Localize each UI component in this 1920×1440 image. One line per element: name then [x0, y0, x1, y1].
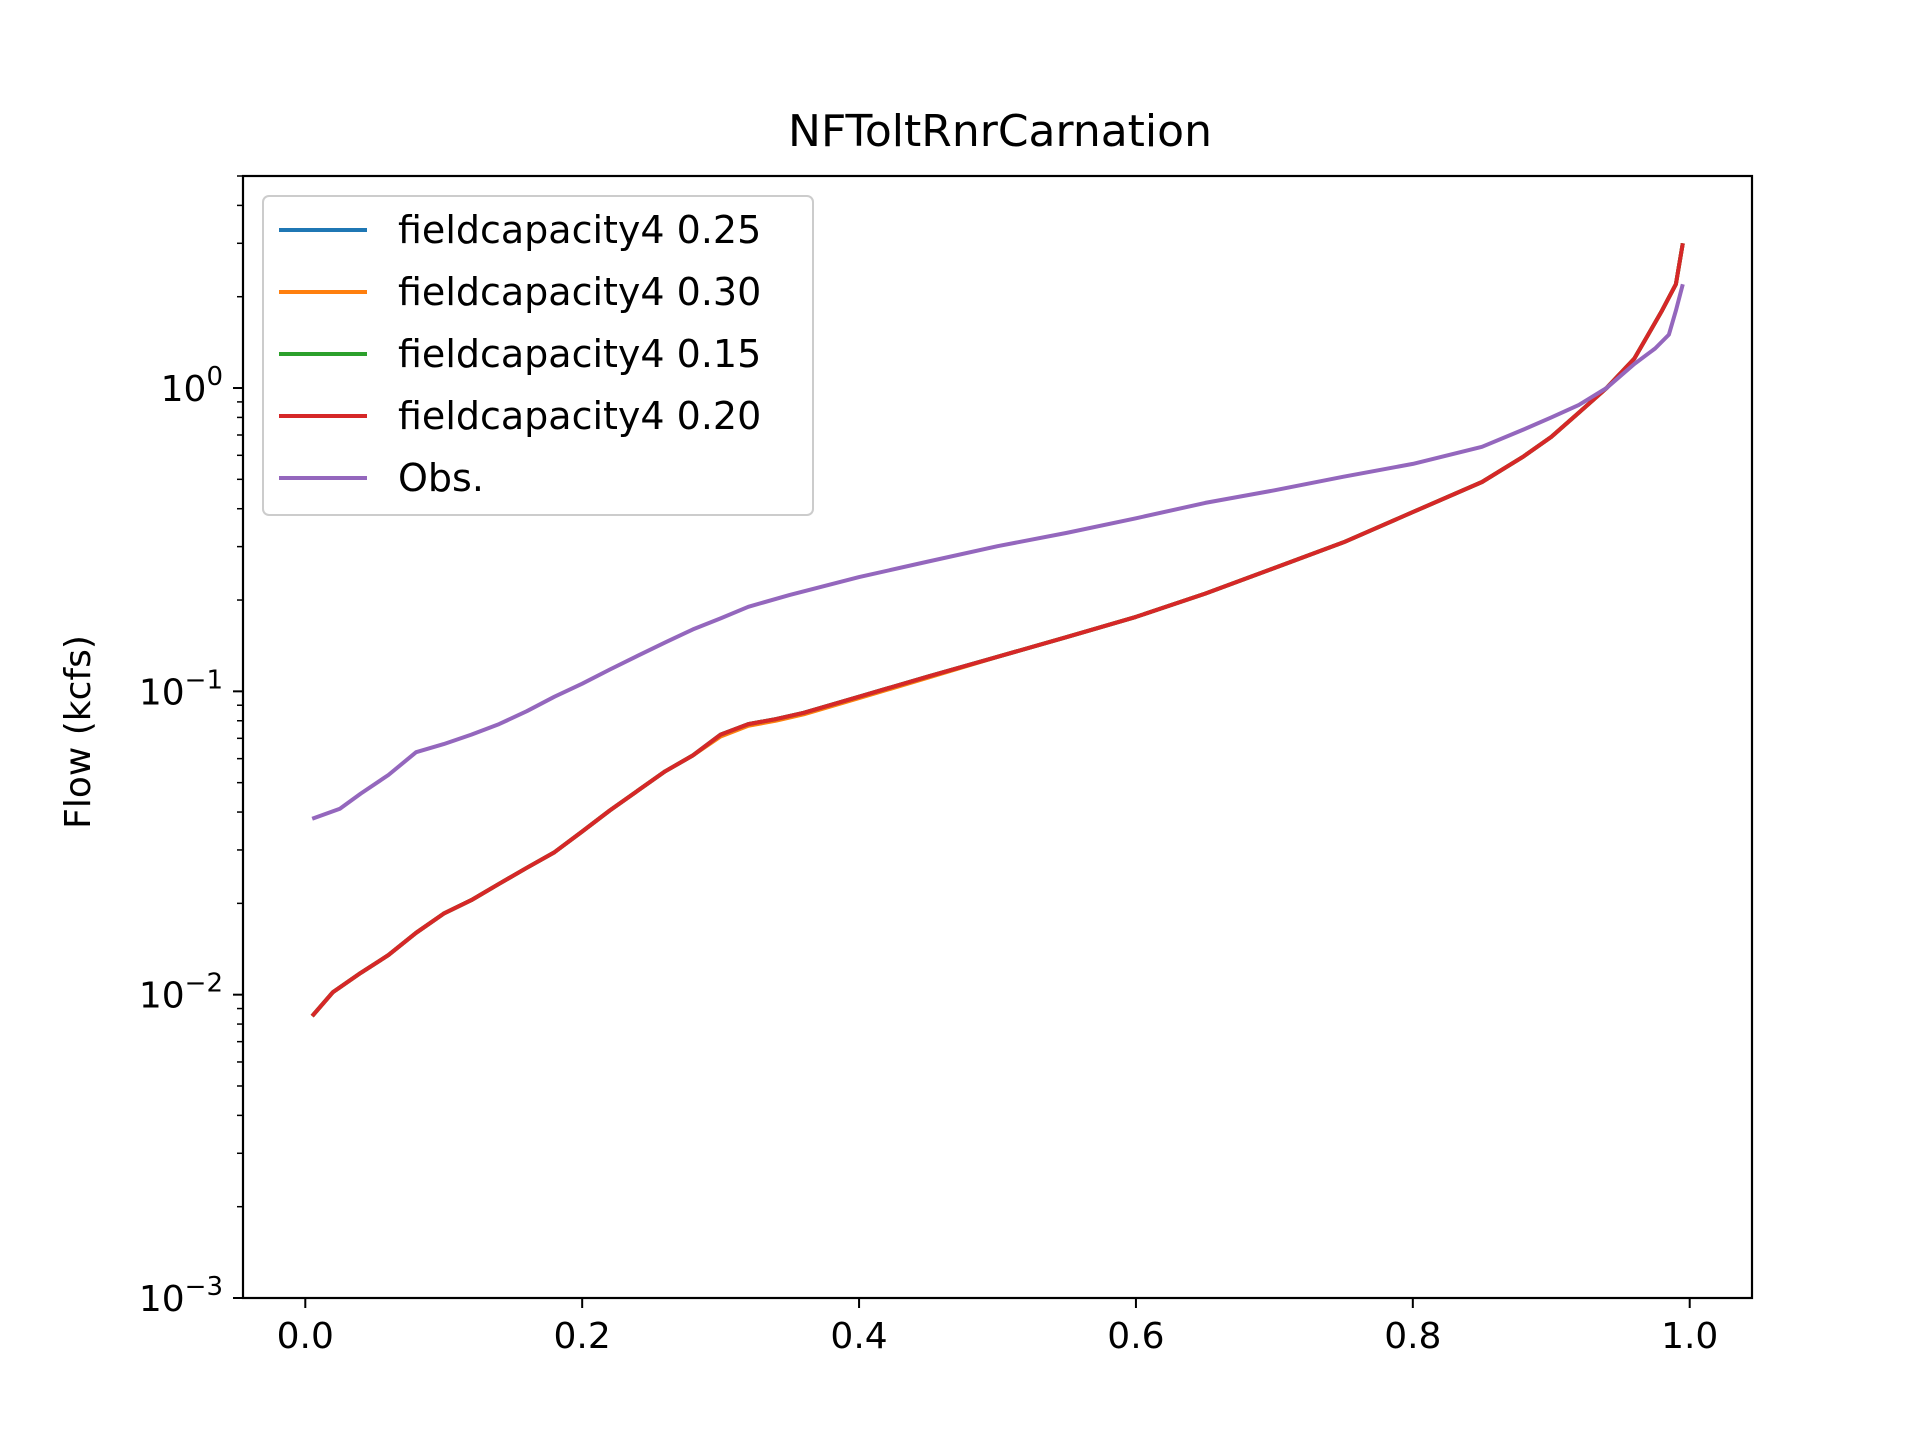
- y-tick-exponent: 0: [206, 362, 223, 392]
- y-tick-label: 10−3: [139, 1272, 223, 1320]
- plot-lines: [310, 242, 1685, 1018]
- y-tick-exponent: −3: [185, 1272, 223, 1302]
- axes-frame: [241, 174, 1754, 1300]
- x-tick-label: 0.2: [554, 1316, 611, 1357]
- y-tick-base: 10: [161, 369, 207, 410]
- legend-label: fieldcapacity4 0.15: [398, 332, 761, 376]
- y-tick-label: 10−1: [139, 665, 223, 713]
- x-tick-label: 1.0: [1661, 1316, 1718, 1357]
- series-line-3: [310, 242, 1685, 1018]
- chart-title: NFToltRnrCarnation: [788, 106, 1212, 157]
- legend-label: Obs.: [398, 456, 484, 500]
- y-tick-base: 10: [139, 1279, 185, 1320]
- y-tick-exponent: −2: [185, 969, 223, 999]
- y-tick-base: 10: [139, 672, 185, 713]
- y-tick-exponent: −1: [185, 665, 223, 695]
- x-tick-label: 0.6: [1107, 1316, 1164, 1357]
- legend-label: fieldcapacity4 0.25: [398, 208, 761, 252]
- y-tick-base: 10: [139, 976, 185, 1017]
- y-tick-label: 100: [161, 362, 223, 410]
- legend: fieldcapacity4 0.25 fieldcapacity4 0.30 fi…: [262, 195, 814, 516]
- y-axis-label: Flow (kcfs): [58, 635, 99, 829]
- x-tick-label: 0.4: [830, 1316, 887, 1357]
- legend-label: fieldcapacity4 0.20: [398, 394, 761, 438]
- legend-label: fieldcapacity4 0.30: [398, 270, 761, 314]
- y-tick-label: 10−2: [139, 969, 223, 1017]
- x-tick-label: 0.0: [277, 1316, 334, 1357]
- legend-box: [262, 195, 814, 516]
- x-tick-label: 0.8: [1384, 1316, 1441, 1357]
- series-line-4: [311, 283, 1685, 821]
